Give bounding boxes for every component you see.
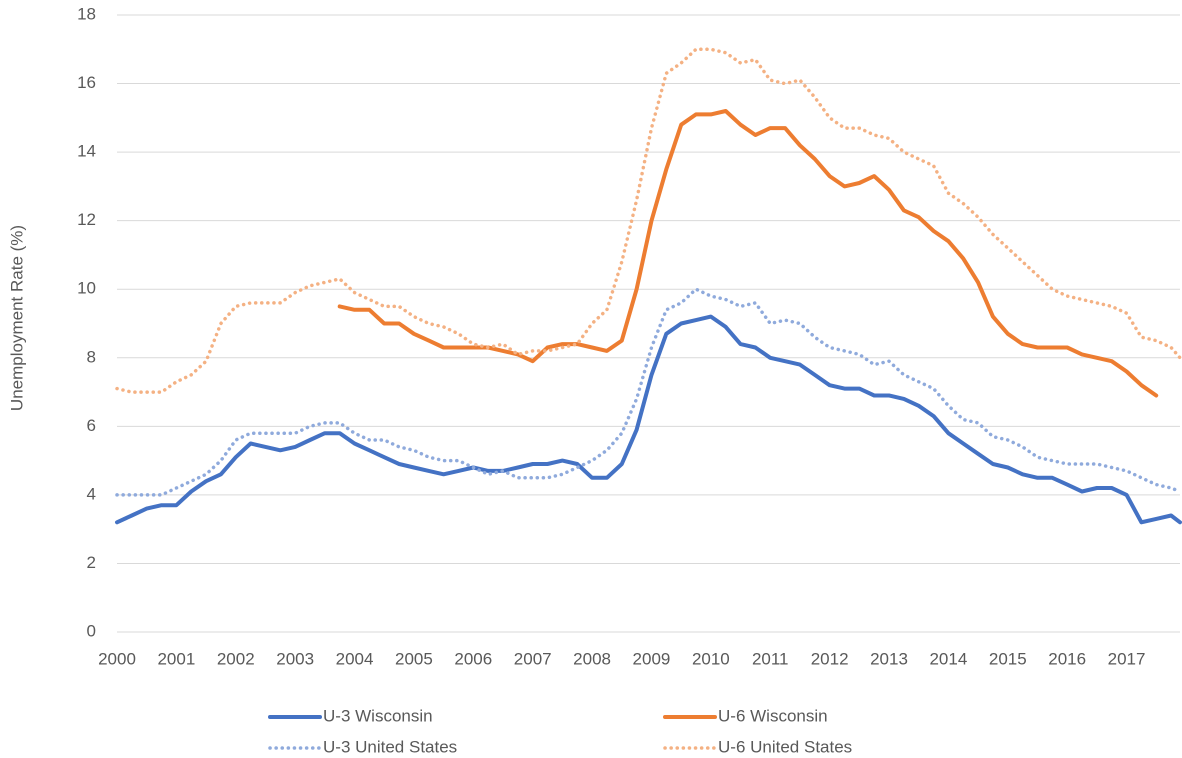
x-tick-label: 2017 — [1108, 649, 1146, 668]
legend-label: U-6 Wisconsin — [718, 706, 828, 725]
series-line — [115, 47, 1182, 394]
x-tick-label: 2002 — [217, 649, 255, 668]
y-tick-label: 4 — [87, 484, 96, 503]
x-tick-label: 2009 — [633, 649, 671, 668]
x-tick-label: 2007 — [514, 649, 552, 668]
x-tick-label: 2001 — [157, 649, 195, 668]
y-tick-label: 8 — [87, 347, 96, 366]
x-tick-label: 2010 — [692, 649, 730, 668]
x-tick-label: 2003 — [276, 649, 314, 668]
series-line — [337, 109, 1159, 398]
x-tick-label: 2016 — [1048, 649, 1086, 668]
legend-label: U-3 United States — [323, 737, 457, 756]
x-tick-label: 2005 — [395, 649, 433, 668]
y-tick-label: 12 — [77, 210, 96, 229]
y-tick-label: 10 — [77, 279, 96, 298]
x-tick-label: 2008 — [573, 649, 611, 668]
series-line — [115, 287, 1182, 497]
y-tick-label: 16 — [77, 73, 96, 92]
y-tick-label: 18 — [77, 4, 96, 23]
x-tick-label: 2004 — [336, 649, 374, 668]
y-tick-label: 0 — [87, 621, 96, 640]
legend-label: U-6 United States — [718, 737, 852, 756]
y-tick-label: 6 — [87, 416, 96, 435]
x-tick-label: 2014 — [929, 649, 967, 668]
y-tick-label: 2 — [87, 553, 96, 572]
y-axis-label: Unemployment Rate (%) — [7, 225, 26, 411]
x-tick-label: 2015 — [989, 649, 1027, 668]
x-tick-label: 2013 — [870, 649, 908, 668]
x-tick-label: 2006 — [454, 649, 492, 668]
y-tick-label: 14 — [77, 142, 96, 161]
x-tick-label: 2012 — [811, 649, 849, 668]
x-tick-label: 2000 — [98, 649, 136, 668]
x-tick-label: 2011 — [752, 649, 789, 668]
legend-label: U-3 Wisconsin — [323, 706, 433, 725]
series-line — [115, 314, 1182, 525]
